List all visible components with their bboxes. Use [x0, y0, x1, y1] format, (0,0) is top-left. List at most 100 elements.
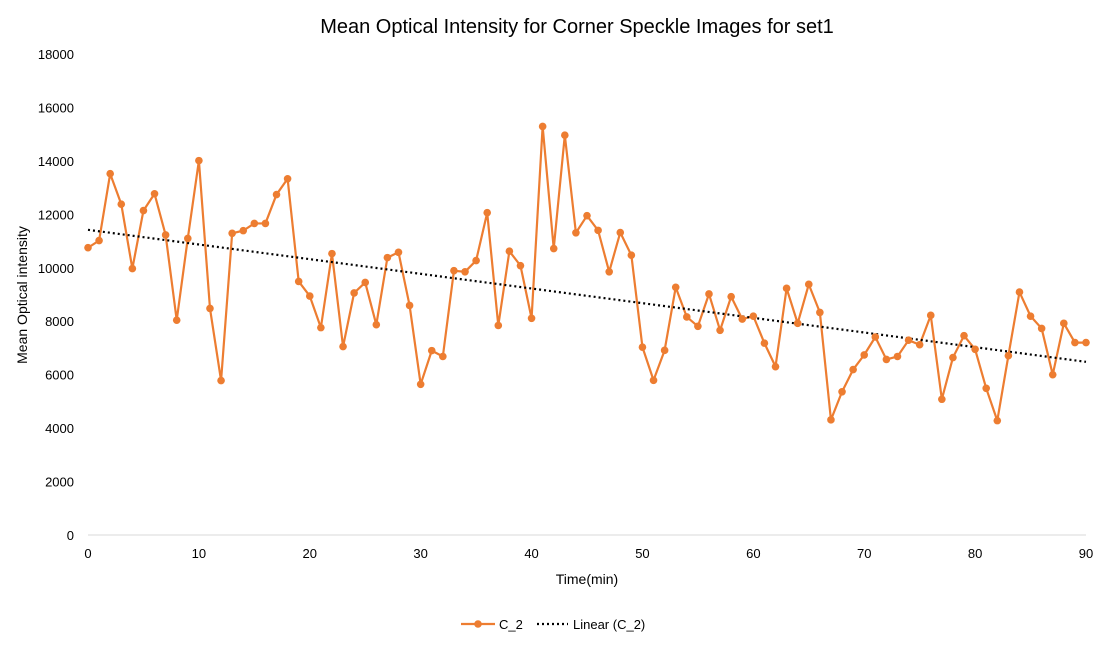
- data-point-c2[interactable]: [549, 244, 558, 253]
- data-point-c2[interactable]: [638, 343, 647, 351]
- data-point-c2[interactable]: [361, 278, 370, 287]
- data-point-c2[interactable]: [904, 336, 913, 344]
- data-point-c2[interactable]: [117, 200, 126, 208]
- data-point-c2[interactable]: [439, 352, 447, 361]
- data-point-c2[interactable]: [427, 346, 436, 355]
- data-point-c2[interactable]: [649, 376, 658, 385]
- data-point-c2[interactable]: [1071, 338, 1079, 347]
- data-point-c2[interactable]: [472, 256, 480, 265]
- data-point-c2[interactable]: [161, 231, 170, 239]
- data-point-c2[interactable]: [971, 345, 979, 354]
- data-point-c2[interactable]: [683, 313, 691, 321]
- data-point-c2[interactable]: [383, 253, 392, 262]
- data-point-c2[interactable]: [184, 234, 192, 243]
- data-point-c2[interactable]: [239, 226, 248, 235]
- data-point-c2[interactable]: [483, 208, 492, 217]
- data-point-c2[interactable]: [1037, 324, 1046, 333]
- data-point-c2[interactable]: [816, 308, 824, 317]
- data-point-c2[interactable]: [128, 264, 137, 273]
- data-point-c2[interactable]: [294, 277, 303, 286]
- data-point-c2[interactable]: [727, 292, 735, 301]
- data-point-c2[interactable]: [760, 339, 769, 347]
- data-point-c2[interactable]: [527, 314, 536, 323]
- data-point-c2[interactable]: [616, 228, 625, 237]
- data-point-c2[interactable]: [882, 355, 891, 364]
- data-point-c2[interactable]: [494, 321, 503, 330]
- data-point-c2[interactable]: [317, 323, 325, 332]
- series-layer: [84, 122, 1090, 425]
- data-point-c2[interactable]: [671, 283, 680, 292]
- data-point-c2[interactable]: [926, 311, 935, 320]
- data-point-c2[interactable]: [505, 247, 514, 256]
- data-point-c2[interactable]: [915, 340, 924, 349]
- data-point-c2[interactable]: [838, 387, 846, 396]
- y-tick-label: 8000: [45, 314, 74, 329]
- data-point-c2[interactable]: [938, 395, 946, 404]
- data-point-c2[interactable]: [804, 280, 813, 289]
- legend[interactable]: C_2 Linear (C_2): [461, 617, 645, 632]
- data-point-c2[interactable]: [993, 416, 1002, 425]
- data-point-c2[interactable]: [627, 251, 636, 260]
- data-point-c2[interactable]: [283, 174, 292, 183]
- data-point-c2[interactable]: [1060, 319, 1068, 328]
- data-point-c2[interactable]: [960, 331, 968, 340]
- data-point-c2[interactable]: [782, 284, 791, 293]
- data-point-c2[interactable]: [339, 342, 347, 351]
- data-point-c2[interactable]: [771, 362, 780, 371]
- data-point-c2[interactable]: [95, 236, 103, 245]
- data-point-c2[interactable]: [871, 333, 880, 341]
- legend-label-trendline: Linear (C_2): [573, 617, 645, 632]
- data-point-c2[interactable]: [250, 219, 259, 228]
- data-point-c2[interactable]: [195, 156, 203, 165]
- data-point-c2[interactable]: [538, 122, 547, 131]
- data-point-c2[interactable]: [450, 266, 458, 275]
- data-point-c2[interactable]: [172, 316, 181, 324]
- y-tick-label: 18000: [38, 47, 74, 62]
- data-point-c2[interactable]: [272, 190, 281, 199]
- data-point-c2[interactable]: [660, 346, 669, 355]
- data-point-c2[interactable]: [594, 226, 602, 235]
- data-point-c2[interactable]: [749, 312, 758, 320]
- data-point-c2[interactable]: [1004, 351, 1013, 360]
- data-point-c2[interactable]: [949, 353, 957, 362]
- data-point-c2[interactable]: [139, 206, 148, 215]
- data-point-c2[interactable]: [405, 301, 414, 310]
- data-point-c2[interactable]: [893, 352, 902, 361]
- data-point-c2[interactable]: [793, 319, 802, 328]
- data-point-c2[interactable]: [350, 289, 358, 297]
- data-point-c2[interactable]: [694, 322, 702, 331]
- data-point-c2[interactable]: [516, 261, 525, 270]
- data-point-c2[interactable]: [860, 351, 869, 359]
- data-point-c2[interactable]: [849, 365, 857, 374]
- data-point-c2[interactable]: [716, 326, 724, 335]
- x-tick-label: 30: [413, 546, 427, 561]
- data-point-c2[interactable]: [561, 131, 569, 140]
- data-point-c2[interactable]: [705, 290, 713, 298]
- y-tick-label: 10000: [38, 261, 74, 276]
- x-tick-label: 40: [524, 546, 538, 561]
- data-point-c2[interactable]: [1048, 370, 1057, 379]
- data-point-c2[interactable]: [228, 229, 236, 238]
- data-point-c2[interactable]: [1082, 338, 1090, 347]
- data-point-c2[interactable]: [827, 416, 835, 424]
- data-point-c2[interactable]: [261, 219, 270, 228]
- data-point-c2[interactable]: [328, 249, 336, 258]
- y-axis-label: Mean Optical intensity: [14, 226, 30, 364]
- data-point-c2[interactable]: [982, 384, 990, 393]
- data-point-c2[interactable]: [605, 267, 613, 276]
- data-point-c2[interactable]: [305, 292, 314, 300]
- data-point-c2[interactable]: [84, 243, 92, 252]
- data-point-c2[interactable]: [416, 380, 425, 389]
- data-point-c2[interactable]: [1015, 288, 1024, 296]
- data-point-c2[interactable]: [1026, 312, 1035, 320]
- data-point-c2[interactable]: [372, 320, 381, 329]
- data-point-c2[interactable]: [206, 304, 214, 313]
- data-point-c2[interactable]: [572, 228, 580, 237]
- data-point-c2[interactable]: [106, 169, 114, 178]
- data-point-c2[interactable]: [583, 211, 591, 220]
- data-point-c2[interactable]: [150, 189, 159, 198]
- data-point-c2[interactable]: [738, 315, 747, 323]
- data-point-c2[interactable]: [217, 376, 225, 385]
- data-point-c2[interactable]: [394, 248, 403, 257]
- data-point-c2[interactable]: [461, 267, 469, 276]
